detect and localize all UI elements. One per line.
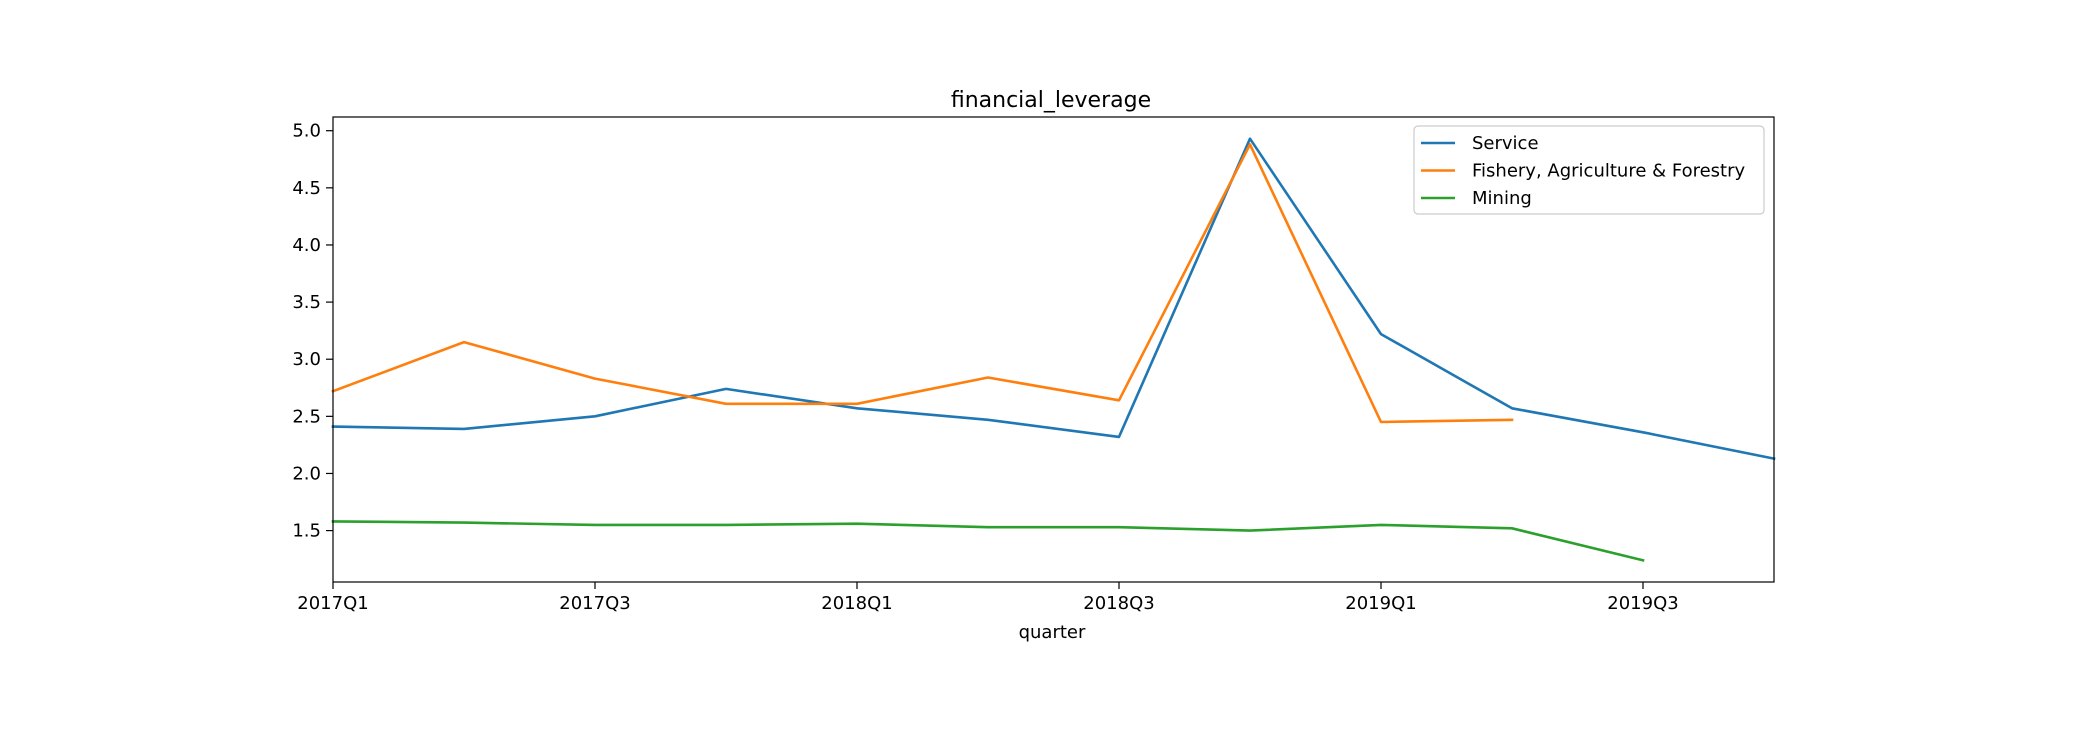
legend-label: Mining	[1472, 188, 1532, 209]
x-axis-label: quarter	[1019, 622, 1086, 643]
plot-frame	[332, 116, 1775, 583]
x-tick-label: 2018Q1	[821, 593, 892, 614]
y-tick-label: 2.5	[292, 406, 321, 427]
x-tick-label: 2017Q3	[559, 593, 630, 614]
y-tick-label: 1.5	[292, 521, 321, 542]
y-tick-label: 4.0	[292, 235, 321, 256]
series-line-mining	[331, 520, 1645, 562]
x-tick-label: 2017Q1	[297, 593, 368, 614]
chart-title: financial_leverage	[951, 88, 1151, 113]
series-lines	[331, 137, 1776, 562]
legend-box	[1413, 125, 1765, 215]
legend-label: Fishery, Agriculture & Forestry	[1472, 161, 1746, 182]
legend-label: Service	[1472, 133, 1539, 154]
y-tick-label: 5.0	[292, 121, 321, 142]
y-tick-label: 2.0	[292, 463, 321, 484]
x-tick-label: 2018Q3	[1083, 593, 1154, 614]
series-line-service	[331, 137, 1776, 461]
x-tick-label: 2019Q3	[1607, 593, 1678, 614]
x-axis: 2017Q1 2017Q3 2018Q1 2018Q3 2019Q1 2019Q3	[297, 582, 1679, 614]
series-line-fishery-agriculture-forestry	[331, 143, 1514, 424]
y-tick-label: 4.5	[292, 178, 321, 199]
y-tick-label: 3.5	[292, 292, 321, 313]
legend: Service Fishery, Agriculture & Forestry Mi…	[1413, 125, 1765, 215]
y-tick-label: 3.0	[292, 349, 321, 370]
y-axis: 1.5 2.0 2.5 3.0 3.5 4.0 4.5 5.0	[292, 121, 333, 542]
x-tick-label: 2019Q1	[1345, 593, 1416, 614]
